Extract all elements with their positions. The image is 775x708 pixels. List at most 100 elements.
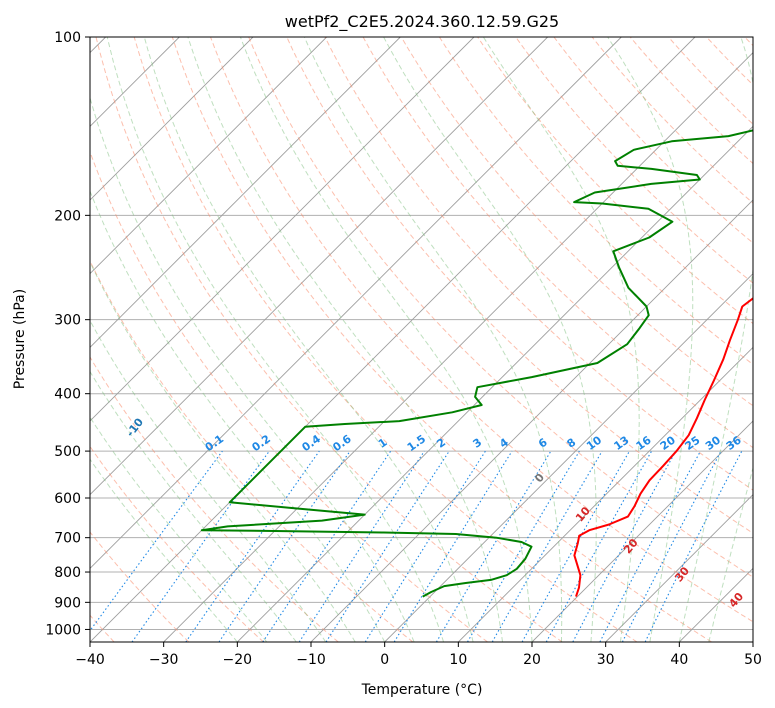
mixing-ratio-label: 1 [376, 436, 390, 451]
dry-adiabat-10 [90, 150, 488, 642]
isotherm--100 [90, 37, 254, 201]
moist-adiabat-36 [607, 37, 694, 642]
isotherm--20 [237, 125, 753, 642]
isotherm-0 [384, 273, 753, 642]
moist-adiabat-32 [482, 37, 640, 642]
isotherm-40 [679, 567, 753, 642]
mixing-ratio-label: 3 [471, 436, 485, 451]
y-tick-label: 700 [54, 531, 81, 547]
mixing-ratio-label: 20 [658, 433, 678, 453]
dry-adiabat-150 [591, 37, 753, 204]
x-axis-ticks: −40 −30 −20 −10 0 10 20 30 40 50 [75, 642, 762, 668]
moist-adiabat-label: 10 [573, 504, 593, 524]
x-tick-label: −10 [296, 652, 326, 668]
x-tick-label: 50 [744, 652, 762, 668]
y-tick-label: 400 [54, 387, 81, 403]
moist-adiabat--20 [90, 458, 238, 642]
mixing-ratio-label: 13 [611, 434, 631, 453]
isotherm--60 [90, 37, 548, 496]
moist-adiabat--4 [90, 260, 356, 642]
mixing-ratio-line-0 [90, 450, 223, 632]
dry-adiabat-50 [210, 37, 753, 623]
y-tick-label: 200 [54, 208, 81, 224]
moist-adiabat-12 [143, 37, 474, 642]
dry-adiabat-60 [248, 37, 753, 578]
isotherm--70 [90, 37, 475, 422]
dry-adiabat-30 [133, 37, 638, 642]
plot-area: 0.10.20.40.611.52346810131620253036-100-… [3, 37, 753, 642]
mixing-ratio-line-14 [572, 450, 677, 642]
chart-title: wetPf2_C2E5.2024.360.12.59.G25 [285, 12, 559, 32]
y-tick-label: 1000 [45, 622, 81, 638]
mixing-ratio-label: 6 [536, 436, 550, 451]
moist-adiabat-20 [239, 37, 533, 642]
moist-adiabat--16 [90, 416, 268, 642]
y-tick-label: 900 [54, 595, 81, 611]
isotherm-30 [605, 494, 753, 642]
isotherm--30 [163, 52, 753, 642]
moist-adiabat-lines [90, 37, 753, 642]
isotherm--80 [90, 37, 401, 348]
dry-adiabat-110 [438, 37, 753, 366]
moist-adiabat-28 [383, 37, 597, 642]
isotherm--10 [310, 199, 753, 642]
y-axis-label: Pressure (hPa) [12, 289, 28, 389]
dry-adiabat-20 [95, 37, 563, 642]
mixing-ratio-label: 25 [683, 434, 703, 453]
mixing-ratio-label: 36 [724, 433, 744, 453]
x-tick-label: −40 [75, 652, 105, 668]
dry-adiabat-40 [171, 37, 712, 642]
profile-series [200, 129, 753, 598]
dry-adiabat-lines [90, 37, 753, 642]
y-tick-label: 800 [54, 565, 81, 581]
moist-adiabat-24 [303, 37, 563, 642]
x-axis-label: Temperature (°C) [361, 682, 483, 698]
y-tick-label: 100 [54, 30, 81, 46]
x-tick-label: 40 [670, 652, 688, 668]
dry-adiabat--20 [90, 445, 264, 642]
mixing-ratio-label: 2 [434, 436, 448, 451]
dry-adiabat-label: -30 [3, 410, 26, 434]
mixing-ratio-line-17 [644, 450, 743, 642]
dry-adiabat-0 [90, 259, 414, 642]
isotherm--90 [90, 37, 327, 275]
moist-adiabat-44 [708, 466, 753, 642]
dry-adiabat-180 [706, 37, 753, 86]
y-tick-label: 600 [54, 491, 81, 507]
dry-adiabat-label: -10 [124, 415, 147, 439]
mixing-ratio-line-3 [218, 450, 351, 642]
dewpoint-profile [200, 129, 753, 598]
mixing-ratio-line-13 [545, 450, 653, 642]
dry-adiabat-80 [324, 37, 753, 491]
dry-adiabat--30 [90, 531, 190, 642]
mixing-ratio-lines [90, 450, 743, 642]
y-tick-label: 300 [54, 313, 81, 329]
dry-adiabat-90 [362, 37, 753, 449]
moist-adiabat-16 [187, 37, 503, 642]
x-tick-label: 20 [523, 652, 541, 668]
isotherm--40 [90, 37, 696, 642]
moist-adiabat-label: 0 [532, 471, 547, 485]
mixing-ratio-line-4 [262, 450, 392, 642]
y-axis-ticks: 100 200 300 400 500 600 700 800 900 1000 [45, 30, 90, 638]
dry-adiabat--10 [90, 356, 339, 642]
x-tick-label: 30 [597, 652, 615, 668]
dry-adiabat-130 [515, 37, 753, 284]
mixing-ratio-line-1 [131, 450, 270, 642]
x-tick-label: −20 [223, 652, 253, 668]
isotherm-lines [90, 37, 753, 642]
isotherm-10 [458, 346, 753, 642]
y-tick-label: 500 [54, 444, 81, 460]
isotherm-50 [752, 641, 753, 642]
x-tick-label: 0 [380, 652, 389, 668]
moist-adiabat-40 [678, 37, 753, 642]
isotherm-20 [531, 420, 753, 642]
x-tick-label: 10 [449, 652, 467, 668]
moist-adiabat-label: 20 [621, 536, 641, 556]
moist-adiabat-0 [90, 189, 386, 642]
mixing-ratio-label: 8 [565, 436, 579, 451]
mixing-ratio-line-6 [325, 450, 450, 642]
moist-adiabat-8 [106, 37, 445, 642]
isotherm--50 [90, 37, 622, 569]
